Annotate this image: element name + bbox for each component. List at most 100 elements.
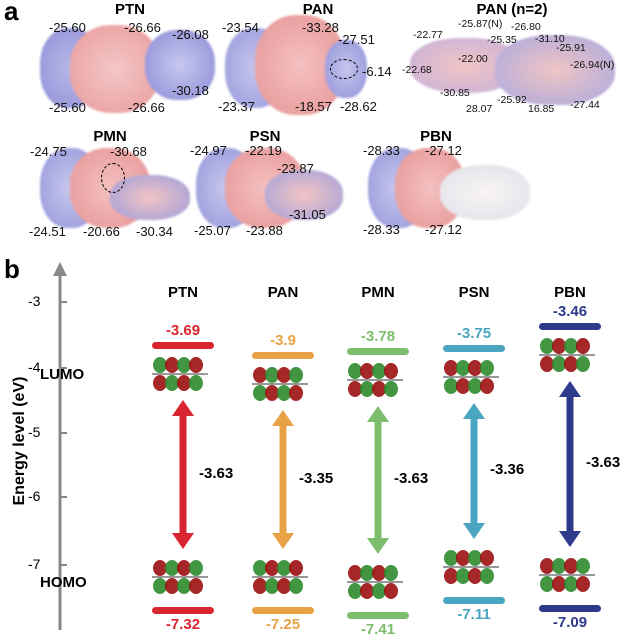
arrow-head-up: [367, 406, 389, 422]
orbital-lobe: [189, 560, 203, 576]
orbital-lobe: [444, 378, 458, 394]
orbital-lobe: [576, 338, 590, 354]
orbital-lobe: [564, 576, 578, 592]
esp-value: -22.68: [402, 64, 432, 76]
orbital-lobe: [372, 381, 386, 397]
esp-value: -25.60: [49, 100, 86, 115]
gap-value: -3.36: [490, 461, 525, 478]
orbital-lobe: [468, 378, 482, 394]
y-tick-label: -7: [28, 556, 41, 572]
homo-level-bar: [347, 612, 409, 619]
column-title: PMN: [361, 284, 395, 301]
molecule-title: PBN: [420, 128, 452, 145]
orbital-lobe: [480, 568, 494, 584]
orbital-lobe: [468, 568, 482, 584]
orbital-lobe: [372, 363, 386, 379]
lumo-value: -3.78: [360, 328, 396, 345]
esp-value: -23.54: [222, 20, 259, 35]
column-title: PBN: [554, 284, 586, 301]
lumo-value: -3.75: [456, 325, 492, 342]
esp-value: -26.08: [172, 27, 209, 42]
esp-value: -30.18: [172, 83, 209, 98]
orbital-lobe: [576, 356, 590, 372]
column-pbn: [539, 338, 595, 592]
esp-value: 28.07: [466, 103, 493, 115]
lumo-label: LUMO: [40, 366, 85, 383]
esp-value: -31.05: [289, 207, 326, 222]
orbital-lobe: [277, 578, 291, 594]
molecule-title: PAN (n=2): [476, 1, 548, 18]
homo-value: -7.32: [165, 616, 201, 633]
orbital-lobe: [177, 375, 191, 391]
column-ptn: [152, 357, 208, 594]
arrow-head-up: [272, 410, 294, 426]
orbital-lobe: [552, 558, 566, 574]
orbital-lobe: [360, 363, 374, 379]
homo-level-bar: [252, 607, 314, 614]
orbital-lobe: [253, 578, 267, 594]
orbital-lobe: [289, 385, 303, 401]
orbital-lobe: [348, 565, 362, 581]
orbital-lobe: [153, 375, 167, 391]
homo-value: -7.41: [360, 621, 396, 638]
orbital-lobe: [384, 565, 398, 581]
orbital-lobe: [348, 381, 362, 397]
column-title: PTN: [168, 284, 198, 301]
lumo-value: -3.9: [270, 332, 296, 349]
orbital-lobe: [189, 375, 203, 391]
orbital-lobe: [468, 360, 482, 376]
orbital-lobe: [564, 356, 578, 372]
esp-value: -25.87(N): [458, 18, 503, 30]
orbital-lobe: [277, 560, 291, 576]
esp-value: -22.77: [413, 29, 443, 41]
orbital-lobe: [165, 357, 179, 373]
orbital-lobe: [552, 356, 566, 372]
column-title: PAN: [267, 284, 299, 301]
orbital-lobe: [253, 367, 267, 383]
molecule-title: PSN: [249, 128, 281, 145]
esp-value: -24.75: [30, 144, 67, 159]
orbital-lobe: [540, 338, 554, 354]
homo-level-bar: [443, 597, 505, 604]
orbital-lobe: [165, 560, 179, 576]
orbital-lobe: [189, 357, 203, 373]
lumo-level-bar: [252, 352, 314, 359]
orbital-lobe: [564, 338, 578, 354]
arrow-head-down: [559, 531, 581, 547]
esp-value: -25.35: [487, 34, 517, 46]
gap-value: -3.63: [394, 470, 429, 487]
orbital-lobe: [480, 378, 494, 394]
orbital-lobe: [277, 385, 291, 401]
arrow-head-down: [367, 538, 389, 554]
esp-value: -28.33: [363, 222, 400, 237]
esp-value: -26.66: [128, 100, 165, 115]
column-pan: [252, 367, 308, 594]
orbital-lobe: [153, 578, 167, 594]
orbital-lobe: [289, 367, 303, 383]
esp-value: -6.14: [362, 64, 392, 79]
gap-value: -3.63: [199, 464, 234, 482]
orbital-lobe: [348, 363, 362, 379]
orbital-lobe: [177, 560, 191, 576]
arrow-head-down: [172, 533, 194, 549]
esp-value: -30.85: [440, 87, 470, 99]
esp-value: -23.37: [218, 99, 255, 114]
orbital-lobe: [360, 381, 374, 397]
lumo-value: -3.46: [552, 303, 588, 320]
esp-value: -25.91: [556, 42, 586, 54]
esp-value: -20.66: [83, 224, 120, 239]
orbital-lobe: [289, 560, 303, 576]
homo-value: -7.25: [265, 616, 301, 633]
orbital-lobe: [384, 583, 398, 599]
orbital-lobe: [372, 583, 386, 599]
lumo-level-bar: [443, 345, 505, 352]
orbital-lobe: [444, 550, 458, 566]
arrow-head-up: [172, 400, 194, 416]
molecule-title: PAN: [302, 1, 334, 18]
homo-level-bar: [152, 607, 214, 614]
orbital-lobe: [265, 578, 279, 594]
orbital-lobe: [576, 576, 590, 592]
